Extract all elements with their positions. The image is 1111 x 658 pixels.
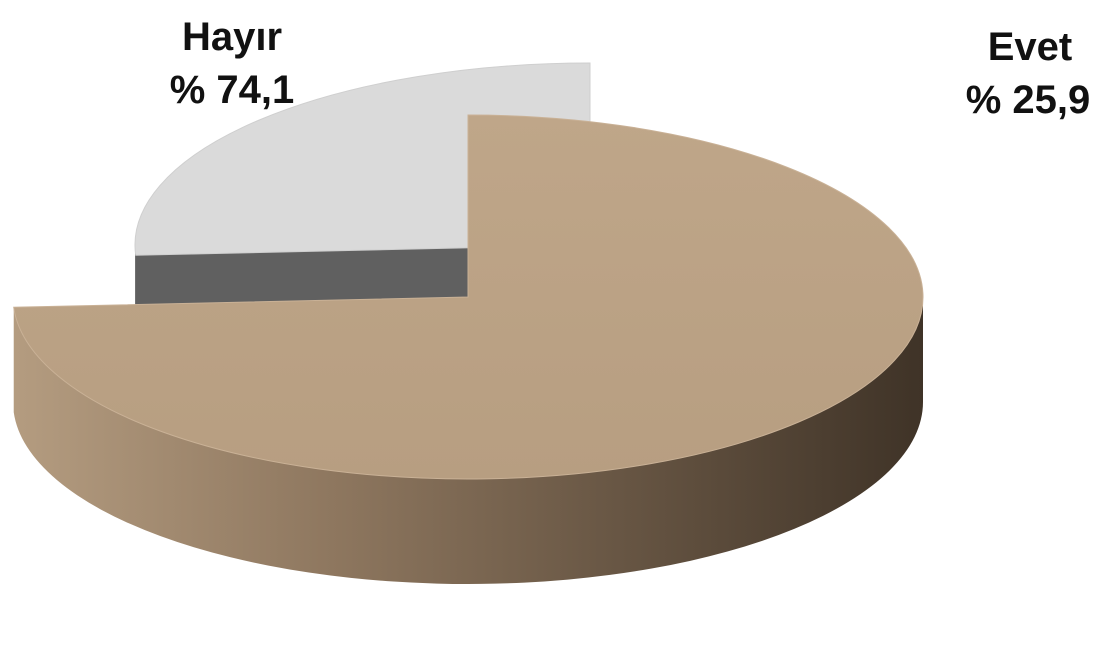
slice-label-evet: Evet [988, 25, 1073, 69]
slice-hayir [13, 114, 924, 480]
slice-percent-evet: % 25,9 [966, 78, 1091, 122]
slice-label-hayir: Hayır [182, 15, 282, 59]
slice-percent-hayir: % 74,1 [170, 68, 295, 112]
slice-side-hayir [13, 297, 923, 585]
